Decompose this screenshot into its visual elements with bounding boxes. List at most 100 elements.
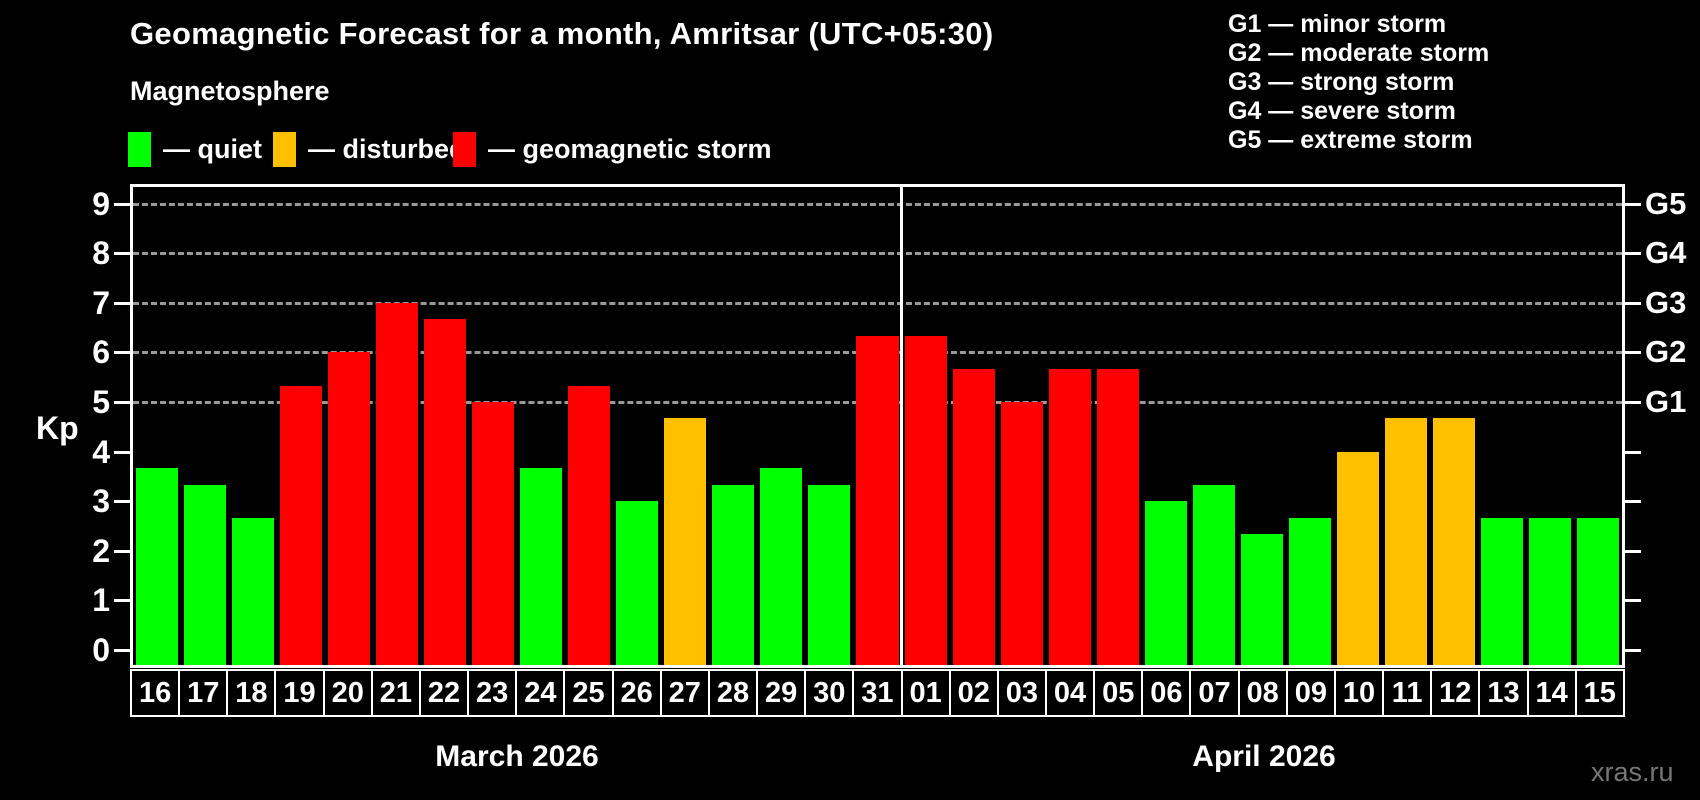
kp-bar-day-09 — [1288, 517, 1331, 665]
date-cell-26: 26 — [611, 669, 662, 717]
date-cell-06: 06 — [1141, 669, 1192, 717]
g-axis-label-g4: G4 — [1645, 235, 1687, 271]
date-cell-19: 19 — [274, 669, 325, 717]
storm-color-swatch — [453, 132, 476, 167]
date-cell-04: 04 — [1044, 669, 1096, 717]
kp-bar-day-21 — [376, 302, 419, 665]
date-cell-11: 11 — [1382, 669, 1433, 717]
kp-bar-day-16 — [136, 467, 179, 665]
g-axis-label-g1: G1 — [1645, 384, 1687, 419]
chart-subtitle: Magnetosphere — [130, 76, 330, 106]
legend-item-storm: — geomagnetic storm — [453, 131, 772, 168]
kp-bar-day-03 — [1000, 402, 1043, 665]
y-tick-left-0 — [114, 649, 130, 652]
plot-area — [130, 184, 1625, 668]
kp-bar-day-24 — [520, 467, 563, 665]
kp-bar-day-14 — [1528, 517, 1571, 665]
y-tick-right-2 — [1625, 549, 1641, 553]
g-scale-item-g4: G4 — severe storm — [1228, 97, 1456, 125]
g-axis-label-g2: G2 — [1645, 334, 1687, 370]
y-tick-label-7: 7 — [92, 284, 110, 321]
kp-bar-day-19 — [280, 385, 323, 665]
month-separator-line — [900, 187, 904, 665]
y-tick-left-1 — [114, 599, 130, 603]
y-tick-right-9 — [1625, 202, 1641, 206]
date-cell-10: 10 — [1333, 669, 1385, 717]
disturbed-color-swatch — [273, 132, 296, 167]
kp-bar-day-05 — [1096, 368, 1139, 665]
y-tick-left-3 — [114, 500, 130, 504]
g-scale-item-g5: G5 — extreme storm — [1228, 126, 1473, 154]
g-axis-label-g3: G3 — [1645, 284, 1687, 320]
date-cell-12: 12 — [1430, 669, 1481, 717]
y-tick-right-4 — [1625, 450, 1641, 454]
date-cell-29: 29 — [756, 669, 807, 717]
g-scale-item-g1: G1 — minor storm — [1228, 10, 1447, 38]
chart-title: Geomagnetic Forecast for a month, Amrits… — [130, 16, 994, 51]
gridline-g3 — [133, 301, 1622, 305]
date-cell-30: 30 — [804, 669, 855, 717]
date-cell-22: 22 — [418, 669, 470, 717]
date-cell-14: 14 — [1526, 669, 1577, 717]
g-scale-legend: G1 — minor storm G2 — moderate storm G3 … — [1228, 10, 1489, 155]
y-tick-right-3 — [1625, 500, 1641, 504]
kp-bar-day-27 — [664, 418, 707, 665]
date-cell-18: 18 — [226, 669, 277, 717]
y-tick-left-7 — [114, 301, 130, 305]
legend-label-storm: — geomagnetic storm — [488, 134, 772, 164]
kp-bar-day-26 — [616, 501, 659, 665]
kp-bar-day-28 — [712, 484, 755, 665]
kp-bar-day-20 — [328, 352, 371, 665]
date-cell-01: 01 — [900, 669, 951, 717]
y-tick-left-9 — [114, 202, 130, 206]
date-cell-07: 07 — [1189, 669, 1240, 717]
y-tick-left-5 — [114, 401, 130, 404]
date-cell-23: 23 — [467, 669, 518, 717]
date-cell-08: 08 — [1237, 669, 1288, 717]
date-cell-13: 13 — [1478, 669, 1529, 717]
date-cell-09: 09 — [1285, 669, 1336, 717]
y-tick-left-6 — [114, 351, 130, 355]
legend-label-disturbed: — disturbed — [308, 134, 466, 164]
kp-bar-day-01 — [904, 336, 947, 665]
kp-bar-day-13 — [1480, 517, 1523, 665]
date-cell-24: 24 — [515, 669, 566, 717]
y-tick-right-8 — [1625, 252, 1641, 256]
y-tick-label-2: 2 — [92, 532, 110, 569]
gridline-g4 — [133, 252, 1622, 256]
kp-bar-day-12 — [1432, 418, 1475, 665]
g-scale-item-g3: G3 — strong storm — [1228, 68, 1455, 96]
y-tick-label-5: 5 — [92, 384, 110, 420]
y-tick-left-2 — [114, 549, 130, 553]
y-tick-left-4 — [114, 450, 130, 454]
date-cell-03: 03 — [996, 669, 1047, 717]
date-cell-02: 02 — [948, 669, 999, 717]
date-cell-15: 15 — [1574, 669, 1625, 717]
y-tick-right-1 — [1625, 599, 1641, 603]
y-axis-label: Kp — [36, 410, 79, 446]
date-cell-21: 21 — [370, 669, 421, 717]
kp-bar-day-30 — [808, 484, 851, 665]
g-scale-item-g2: G2 — moderate storm — [1228, 39, 1490, 67]
date-cell-31: 31 — [852, 669, 903, 717]
date-axis: 16 17 18 19 20 21 22 23 24 25 26 27 28 29 30 31 01 02 03 04… — [130, 669, 1625, 717]
kp-bar-day-15 — [1576, 517, 1619, 665]
kp-bar-day-04 — [1048, 368, 1091, 665]
date-cell-27: 27 — [659, 669, 710, 717]
y-tick-label-1: 1 — [92, 582, 110, 619]
kp-bar-day-10 — [1336, 451, 1379, 665]
kp-bar-day-18 — [232, 517, 275, 665]
y-tick-right-6 — [1625, 351, 1641, 355]
y-tick-label-3: 3 — [92, 483, 110, 520]
date-cell-17: 17 — [178, 669, 229, 717]
month-label-april: April 2026 — [1192, 740, 1336, 773]
legend-item-quiet: — quiet — [128, 131, 262, 168]
date-cell-25: 25 — [563, 669, 614, 717]
kp-bar-day-23 — [472, 402, 515, 665]
g-axis-label-g5: G5 — [1645, 185, 1687, 221]
y-tick-right-5 — [1625, 401, 1641, 404]
kp-bar-day-31 — [856, 336, 899, 665]
date-cell-05: 05 — [1093, 669, 1144, 717]
y-tick-label-0: 0 — [92, 632, 110, 668]
